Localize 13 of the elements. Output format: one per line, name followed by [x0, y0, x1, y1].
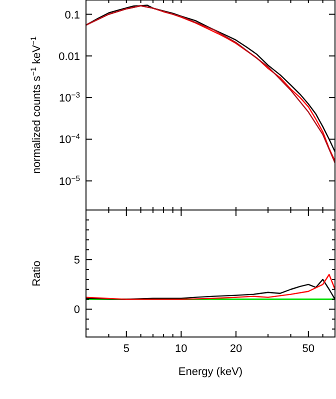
y-tick-label: 10$^{−4}$ — [58, 132, 81, 146]
x-tick-label: 5 — [123, 343, 130, 355]
x-tick-label: 10 — [175, 343, 188, 355]
y-tick-label: 0 — [74, 304, 80, 316]
x-axis-title: Energy (keV) — [178, 366, 243, 378]
y-tick-label: 5 — [74, 254, 80, 267]
y-tick-label: 10$^{−5}$ — [58, 173, 80, 188]
y-tick-label: 0.1 — [64, 9, 80, 22]
x-tick-label: 50 — [302, 343, 315, 355]
y-tick-label: 0.01 — [58, 50, 80, 63]
y-axis-title: Ratio — [31, 260, 43, 286]
y-tick-label: 10$^{−3}$ — [58, 90, 80, 105]
x-tick-label: 20 — [230, 343, 242, 355]
